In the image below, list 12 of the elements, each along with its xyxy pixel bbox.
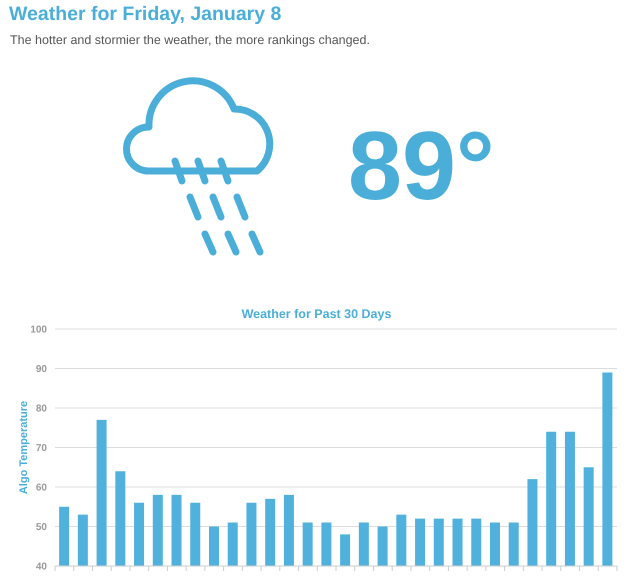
y-tick-label: 50 bbox=[36, 522, 48, 534]
y-tick-label: 70 bbox=[36, 443, 48, 454]
y-tick-label: 40 bbox=[36, 562, 48, 573]
y-tick-label: 100 bbox=[30, 324, 48, 336]
chart-title: Weather for Friday, January 8 bbox=[9, 3, 282, 26]
text: 89° bbox=[348, 111, 495, 221]
y-axis-title: Algo Temperature bbox=[18, 400, 30, 494]
y-tick-label: 60 bbox=[36, 482, 48, 494]
text: The hotter and stormier the weather, the more rankings changed. bbox=[10, 32, 371, 48]
y-tick-label: 80 bbox=[36, 404, 48, 415]
chart-subtitle: Weather for Past 30 Days bbox=[240, 307, 392, 321]
y-tick-label: 90 bbox=[36, 364, 48, 376]
